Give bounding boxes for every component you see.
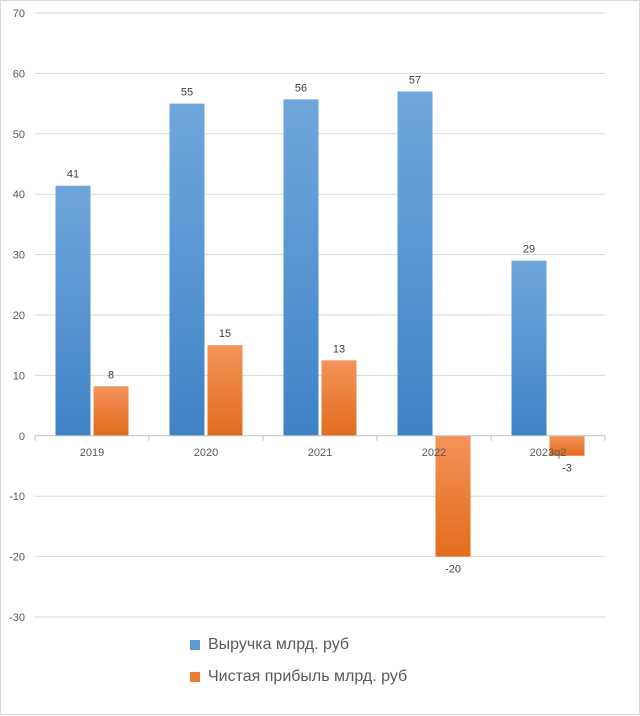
bar-revenue-2021 bbox=[283, 99, 319, 436]
data-label-revenue-2022: 57 bbox=[409, 75, 421, 87]
x-tick-label: 2023q2 bbox=[530, 447, 567, 459]
y-tick-label: -30 bbox=[9, 612, 25, 624]
x-tick-label: 2021 bbox=[308, 447, 332, 459]
data-label-net-profit-2023q2: -3 bbox=[562, 463, 572, 475]
bar-net-profit-2021 bbox=[321, 360, 357, 436]
x-tick-label: 2020 bbox=[194, 447, 218, 459]
bar-revenue-2023q2 bbox=[511, 260, 547, 436]
bar-net-profit-2020 bbox=[207, 345, 243, 436]
data-label-net-profit-2021: 13 bbox=[333, 343, 345, 355]
gridlines bbox=[35, 12, 605, 618]
y-tick-label: -10 bbox=[9, 491, 25, 503]
legend-label-revenue: Выручка млрд. руб bbox=[208, 636, 350, 653]
data-label-revenue-2019: 41 bbox=[67, 169, 79, 181]
legend-label-net-profit: Чистая прибыль млрд. руб bbox=[208, 668, 408, 685]
bar-revenue-2019 bbox=[55, 185, 91, 436]
y-tick-label: 20 bbox=[13, 310, 25, 322]
y-tick-label: 70 bbox=[13, 8, 25, 20]
bar-net-profit-2022 bbox=[435, 435, 471, 557]
y-axis-ticks: -30 -20 -10 0 10 20 30 40 50 60 70 bbox=[9, 8, 25, 624]
y-tick-label: 0 bbox=[19, 431, 25, 443]
bar-revenue-2020 bbox=[169, 103, 205, 436]
legend-item-net-profit: Чистая прибыль млрд. руб bbox=[190, 664, 450, 690]
y-tick-label: 60 bbox=[13, 68, 25, 80]
legend-item-revenue: Выручка млрд. руб bbox=[190, 632, 450, 658]
legend-swatch-revenue bbox=[190, 640, 200, 650]
legend-swatch-net-profit bbox=[190, 672, 200, 682]
bar-net-profit-2023q2 bbox=[549, 435, 585, 456]
x-tick-label: 2019 bbox=[80, 447, 104, 459]
data-label-revenue-2023q2: 29 bbox=[523, 244, 535, 256]
data-label-net-profit-2019: 8 bbox=[108, 369, 114, 381]
bars bbox=[55, 91, 585, 557]
y-tick-label: 40 bbox=[13, 189, 25, 201]
y-tick-label: 30 bbox=[13, 250, 25, 262]
legend: Выручка млрд. руб Чистая прибыль млрд. р… bbox=[0, 632, 640, 696]
y-tick-label: 10 bbox=[13, 370, 25, 382]
x-tick-label: 2022 bbox=[422, 447, 446, 459]
y-tick-label: -20 bbox=[9, 552, 25, 564]
data-label-net-profit-2022: -20 bbox=[445, 564, 461, 576]
x-axis-ticks: 2019 2020 2021 2022 2023q2 bbox=[80, 447, 567, 459]
data-label-net-profit-2020: 15 bbox=[219, 328, 231, 340]
data-labels: 41 8 55 15 56 13 57 -20 29 -3 bbox=[67, 75, 572, 576]
y-tick-label: 50 bbox=[13, 129, 25, 141]
bar-revenue-2022 bbox=[397, 91, 433, 436]
data-label-revenue-2020: 55 bbox=[181, 87, 193, 99]
data-label-revenue-2021: 56 bbox=[295, 82, 307, 94]
x-axis bbox=[34, 435, 606, 441]
bar-net-profit-2019 bbox=[93, 386, 129, 436]
